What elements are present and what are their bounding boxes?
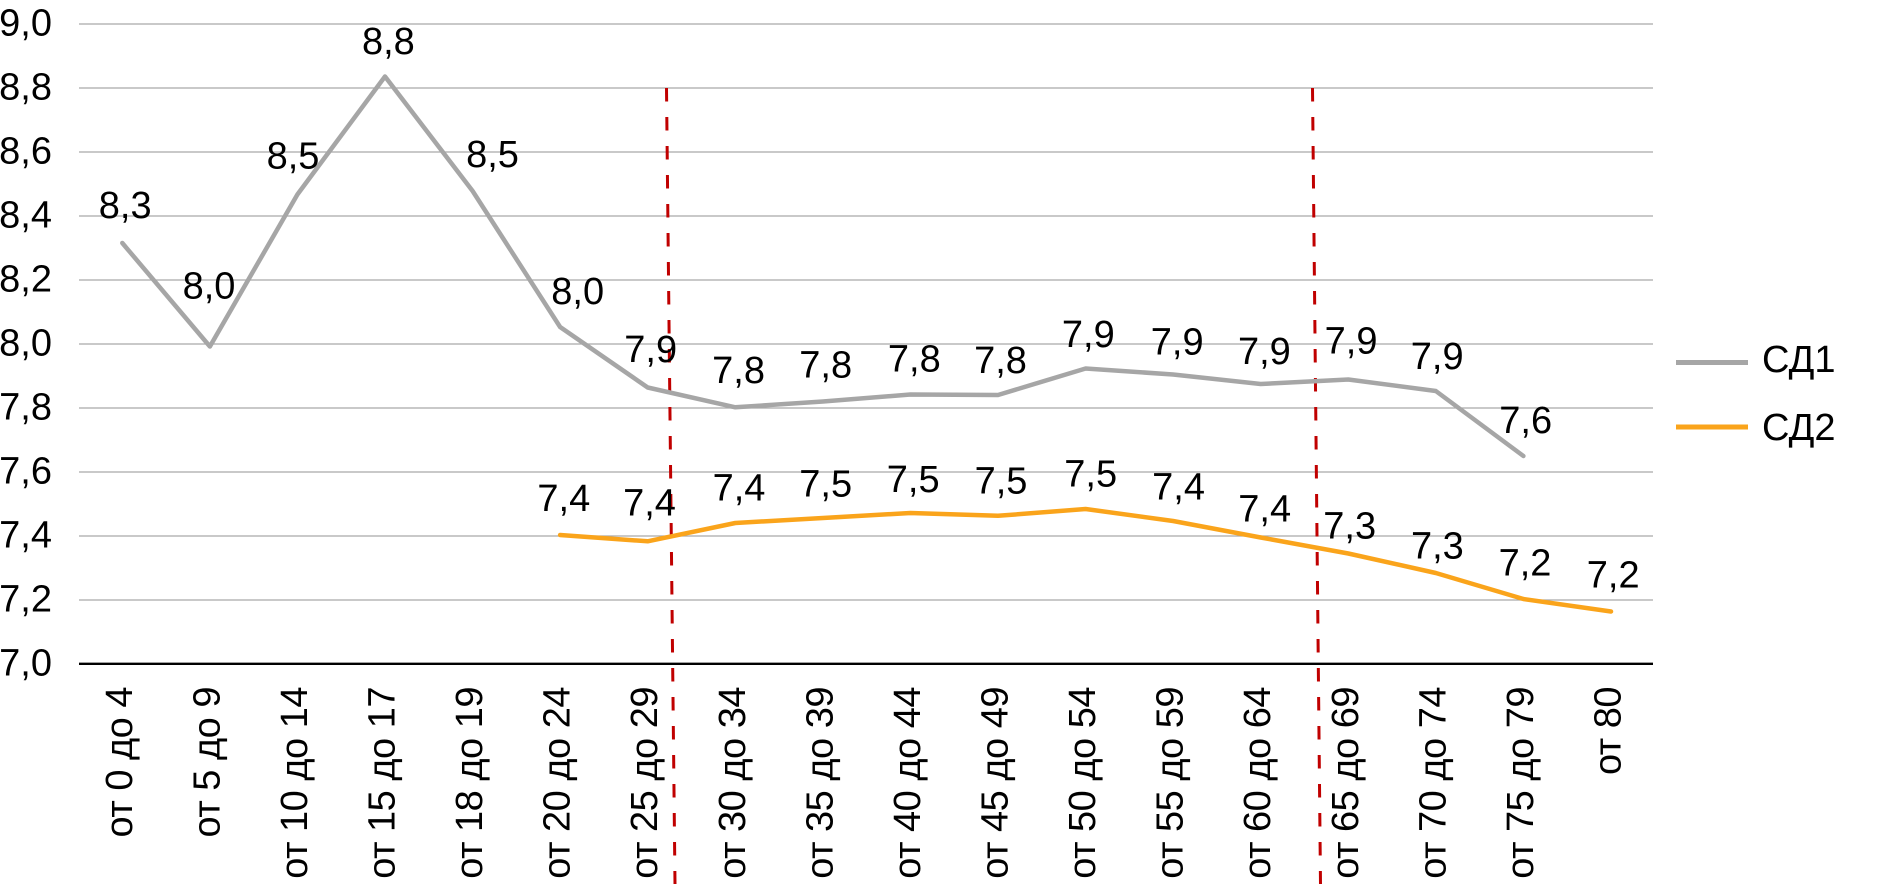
svg-text:от 10 до 14: от 10 до 14 [274, 687, 316, 879]
svg-text:7,4: 7,4 [1152, 467, 1205, 509]
svg-text:7,5: 7,5 [887, 459, 940, 501]
svg-text:8,3: 8,3 [99, 185, 152, 227]
svg-text:от 35 до 39: от 35 до 39 [799, 687, 841, 879]
svg-text:7,2: 7,2 [1499, 543, 1552, 585]
svg-text:7,5: 7,5 [975, 460, 1028, 502]
svg-text:8,0: 8,0 [183, 266, 236, 308]
svg-text:от 5 до 9: от 5 до 9 [186, 687, 228, 837]
svg-text:7,6: 7,6 [1499, 400, 1552, 442]
svg-text:7,9: 7,9 [1411, 336, 1464, 378]
svg-text:от 75 до 79: от 75 до 79 [1500, 687, 1542, 879]
svg-text:7,9: 7,9 [624, 329, 677, 371]
svg-text:8,5: 8,5 [466, 134, 519, 176]
svg-text:от 15 до 17: от 15 до 17 [362, 687, 404, 879]
svg-text:7,0: 7,0 [0, 643, 52, 685]
svg-text:СД2: СД2 [1762, 407, 1835, 449]
svg-text:от 0 до 4: от 0 до 4 [99, 687, 141, 838]
svg-text:от 20 до 24: от 20 до 24 [537, 687, 579, 879]
svg-text:7,8: 7,8 [799, 345, 852, 387]
svg-text:8,4: 8,4 [0, 195, 52, 237]
svg-text:8,6: 8,6 [0, 131, 52, 173]
svg-text:7,8: 7,8 [888, 339, 941, 381]
svg-text:от 40 до 44: от 40 до 44 [887, 687, 929, 879]
svg-text:от 50 до 54: от 50 до 54 [1062, 687, 1104, 879]
svg-text:8,0: 8,0 [551, 271, 604, 313]
svg-text:7,3: 7,3 [1411, 526, 1464, 568]
svg-text:7,4: 7,4 [537, 478, 590, 520]
svg-text:7,9: 7,9 [1062, 314, 1115, 356]
svg-text:7,9: 7,9 [1151, 322, 1204, 364]
svg-text:8,8: 8,8 [362, 21, 415, 63]
svg-text:от 45 до 49: от 45 до 49 [975, 687, 1017, 879]
svg-text:7,4: 7,4 [1238, 488, 1291, 530]
svg-text:от 60 до 64: от 60 до 64 [1237, 687, 1279, 879]
svg-text:8,8: 8,8 [0, 67, 52, 109]
svg-text:от 30 до 34: от 30 до 34 [712, 687, 754, 879]
svg-text:8,5: 8,5 [267, 135, 320, 177]
svg-text:7,2: 7,2 [0, 579, 52, 621]
svg-text:7,2: 7,2 [1587, 555, 1640, 597]
svg-text:от 25 до 29: от 25 до 29 [624, 687, 666, 879]
svg-text:от 55 до 59: от 55 до 59 [1150, 687, 1192, 879]
svg-text:7,9: 7,9 [1238, 331, 1291, 373]
svg-text:СД1: СД1 [1762, 339, 1835, 381]
svg-text:7,8: 7,8 [712, 350, 765, 392]
svg-text:7,4: 7,4 [0, 515, 52, 557]
svg-text:7,5: 7,5 [1064, 453, 1117, 495]
svg-text:от 18 до 19: от 18 до 19 [449, 687, 491, 879]
svg-text:9,0: 9,0 [0, 3, 52, 45]
svg-text:8,2: 8,2 [0, 259, 52, 301]
svg-text:от 70 до 74: от 70 до 74 [1412, 687, 1454, 879]
svg-text:от 65 до 69: от 65 до 69 [1325, 687, 1367, 879]
svg-text:7,3: 7,3 [1323, 506, 1376, 548]
svg-text:7,8: 7,8 [0, 387, 52, 429]
svg-text:7,4: 7,4 [713, 468, 766, 510]
svg-text:7,5: 7,5 [799, 464, 852, 506]
svg-text:7,6: 7,6 [0, 451, 52, 493]
svg-text:7,8: 7,8 [974, 340, 1027, 382]
svg-text:7,4: 7,4 [623, 483, 676, 525]
svg-text:8,0: 8,0 [0, 323, 52, 365]
svg-text:7,9: 7,9 [1325, 321, 1378, 363]
svg-text:от 80: от 80 [1588, 687, 1630, 775]
